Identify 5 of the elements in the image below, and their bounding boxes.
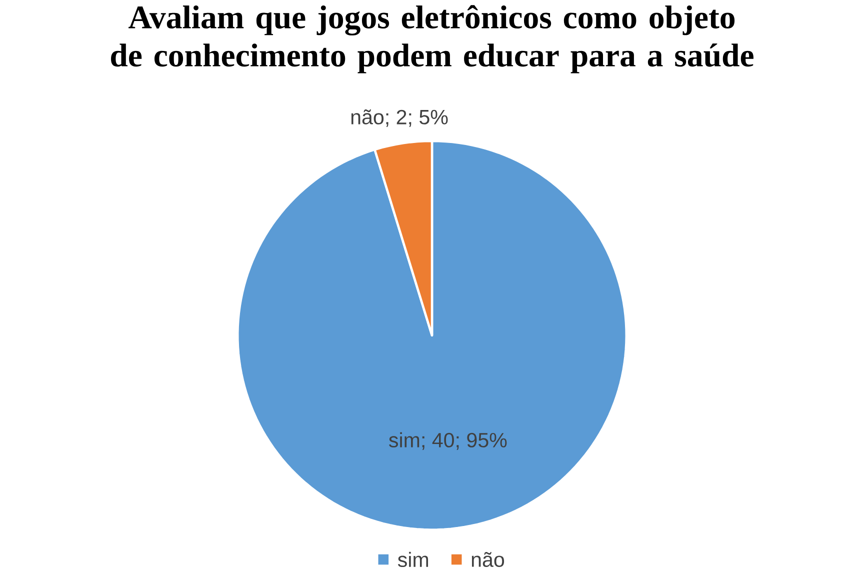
data-label: sim; 40; 95% <box>389 432 507 450</box>
chart-title: Avaliam que jogos eletrônicos como objeto de conhecimento podem educar para a saúde <box>111 5 754 74</box>
legend-label: não <box>472 552 504 567</box>
legend-label: sim <box>398 552 428 567</box>
data-label: não; 2; 5% <box>351 109 448 127</box>
